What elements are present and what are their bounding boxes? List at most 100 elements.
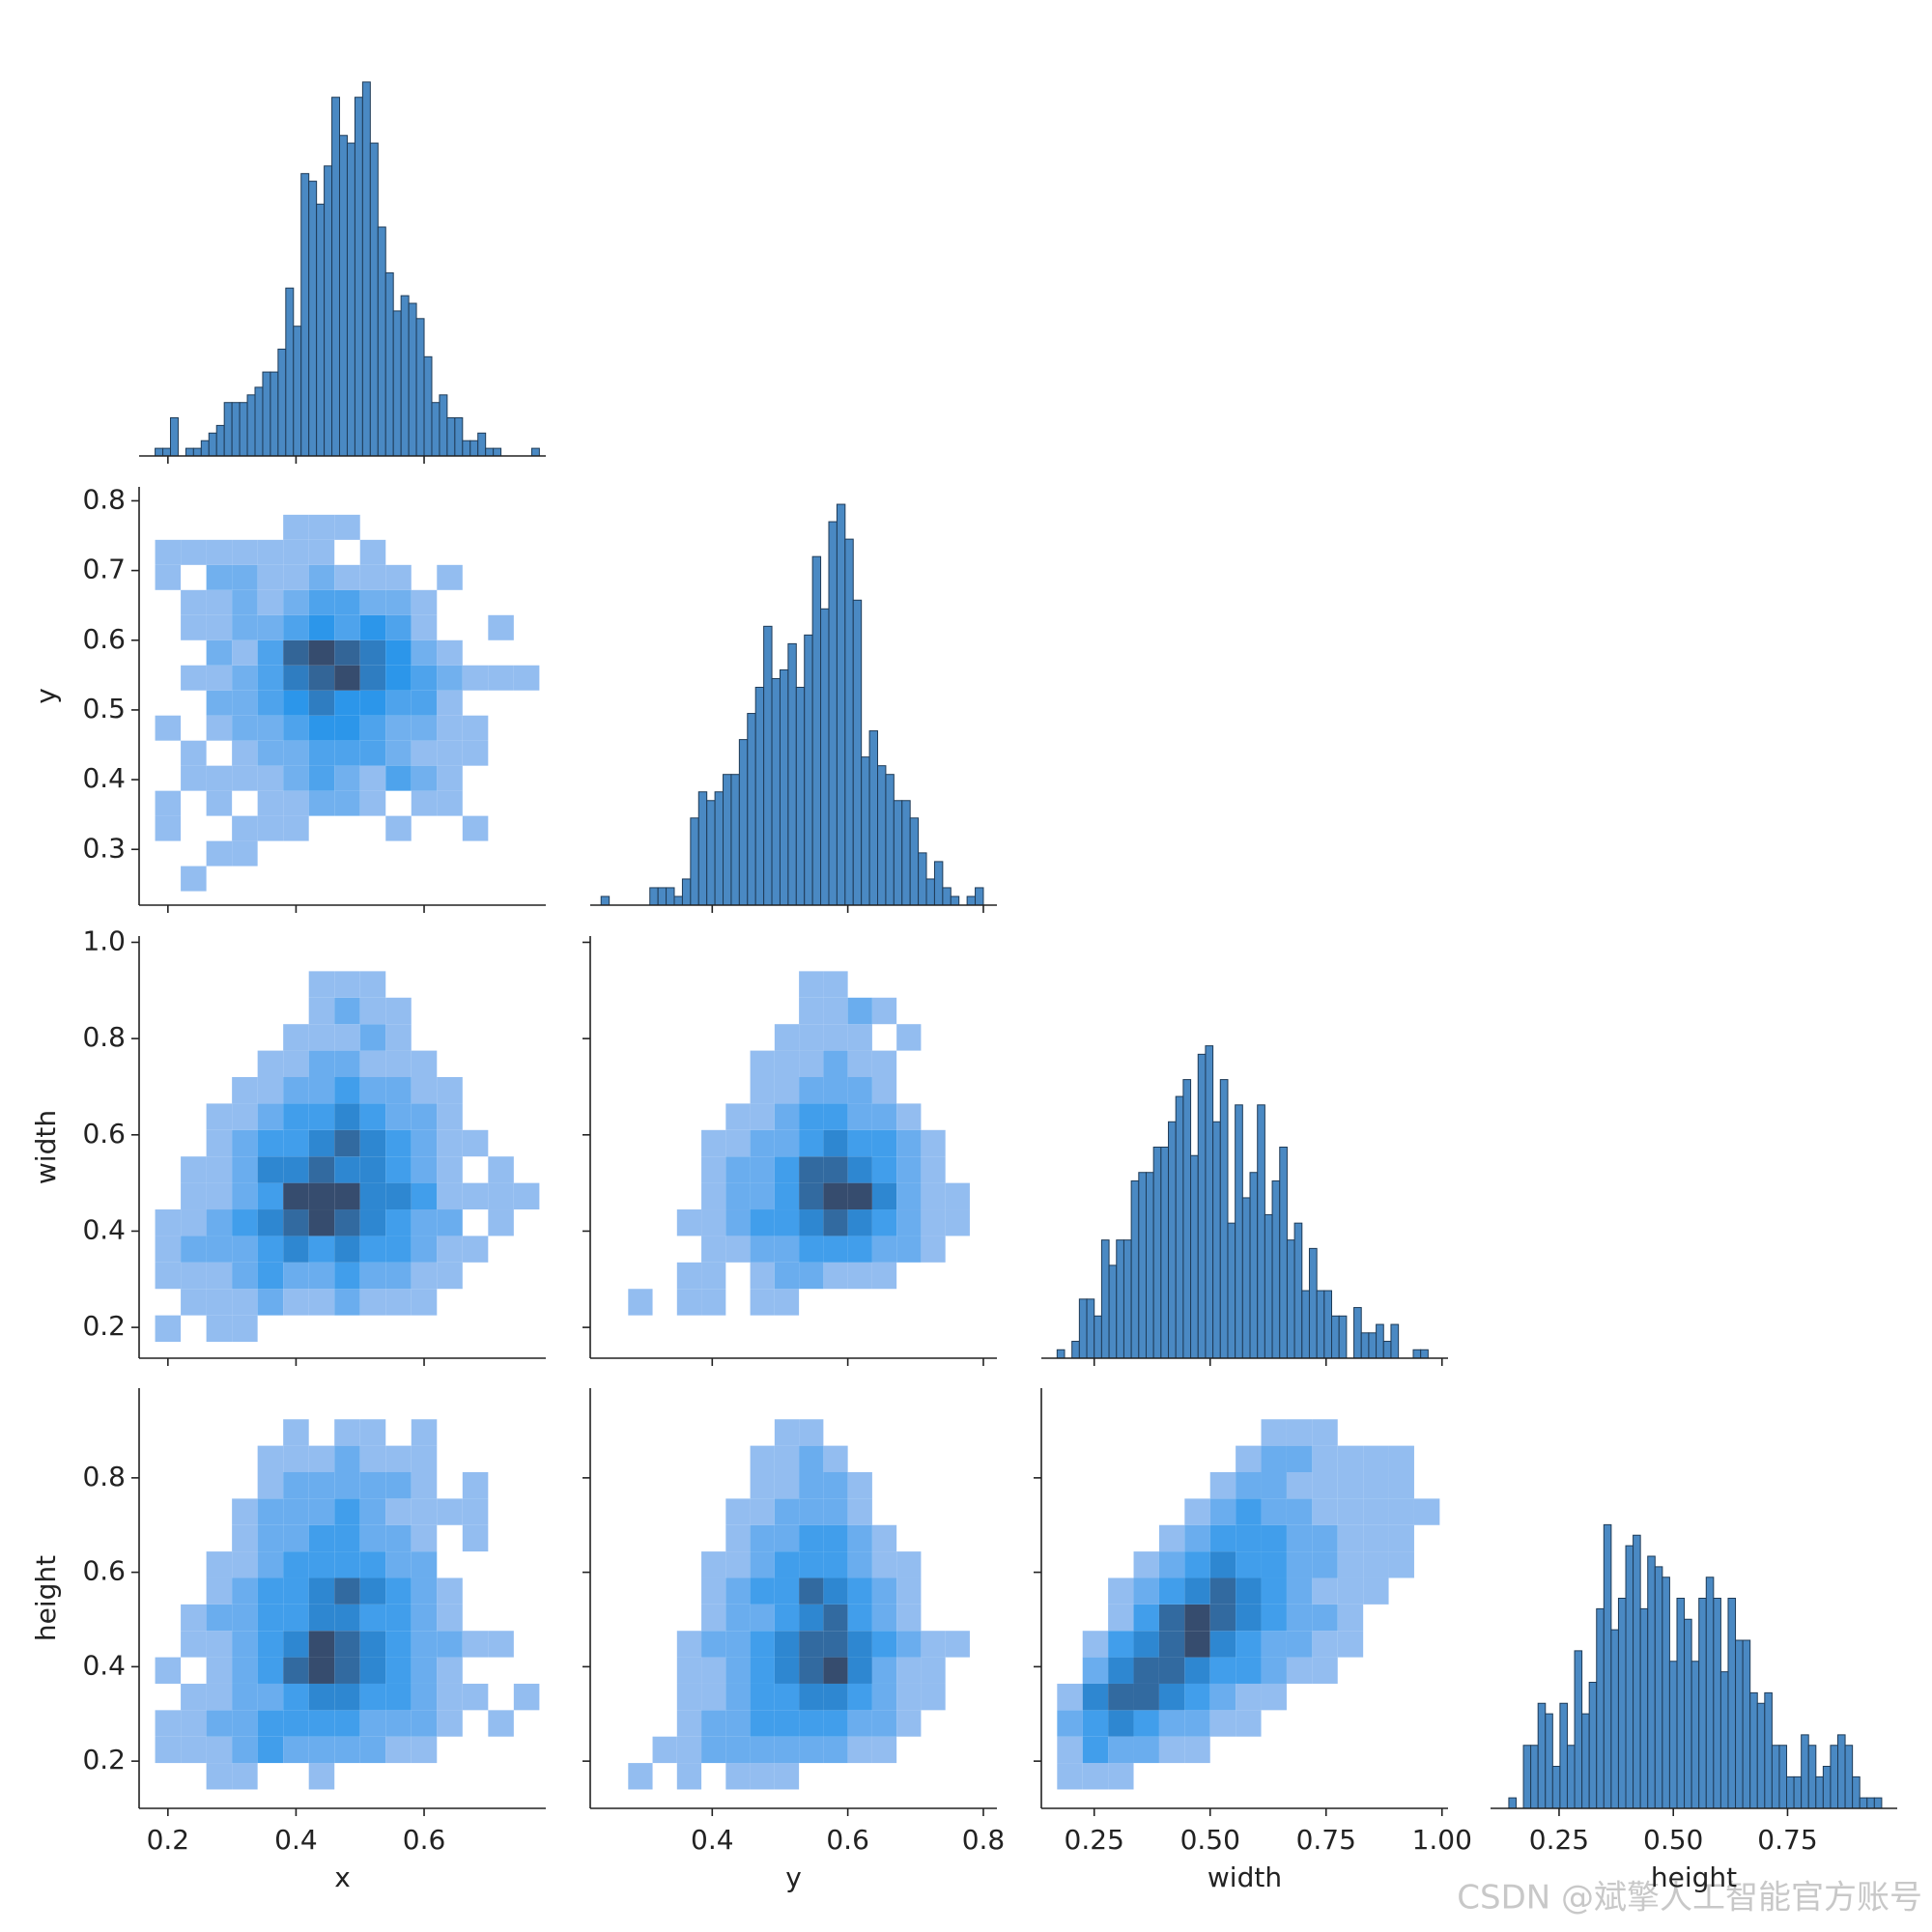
heat-cell (411, 1683, 438, 1711)
heat-cell (751, 971, 775, 997)
heat-cell (181, 691, 207, 716)
heat-cell (774, 1604, 800, 1632)
heat-cell (488, 1316, 514, 1342)
hist-bar (804, 634, 813, 906)
heat-cell (206, 1604, 233, 1632)
heat-cell (308, 1024, 335, 1051)
heat-cell (774, 1498, 800, 1525)
heat-cell (1236, 1524, 1262, 1552)
hist-bar (1625, 1545, 1634, 1809)
heat-cell (207, 998, 233, 1024)
heat-cell (488, 1263, 514, 1289)
heat-cell (411, 1657, 438, 1684)
heat-cell (334, 1289, 360, 1316)
heat-cell (385, 564, 412, 590)
heat-cell (677, 1393, 701, 1419)
heat-cell (206, 1736, 233, 1764)
heat-cell (1210, 1763, 1236, 1789)
heat-cell (725, 1077, 750, 1103)
heat-cell (921, 1446, 945, 1472)
heat-cell (1261, 1683, 1287, 1711)
heat-cell (412, 540, 438, 565)
hist-bar (1353, 1307, 1362, 1359)
heat-cell (257, 1076, 284, 1104)
heat-cell (155, 815, 182, 841)
heat-cell (896, 1604, 922, 1632)
heat-cell (359, 1050, 386, 1077)
heat-cell (653, 1051, 677, 1077)
heat-cell (156, 1551, 182, 1577)
hist-bar (1086, 1298, 1095, 1359)
heat-cell (653, 1525, 677, 1551)
heat-cell (1057, 1683, 1083, 1711)
heat-cell (156, 867, 182, 892)
hist-bar (1331, 1315, 1340, 1359)
heat-cell (207, 1051, 233, 1077)
heat-cell (871, 1182, 897, 1210)
heat-cell (1312, 1419, 1338, 1446)
heat-cell (1082, 1736, 1109, 1764)
heat-cell (823, 1182, 848, 1210)
heat-cell (1184, 1763, 1209, 1789)
heat-cell (411, 1577, 438, 1605)
heat-cell (156, 640, 182, 666)
heat-cell (283, 514, 309, 540)
hist-bar (666, 887, 675, 906)
heat-cell (604, 1631, 628, 1657)
heat-cell (1158, 1710, 1185, 1737)
x-tick-label: 0.50 (1180, 1824, 1240, 1856)
hist-bar (1574, 1650, 1583, 1809)
hist-bar (384, 271, 394, 457)
heat-cell (1236, 1631, 1262, 1658)
heat-cell (750, 1209, 775, 1236)
heat-cell (1236, 1604, 1262, 1632)
heat-cell (309, 1393, 335, 1419)
heat-cell (604, 1446, 628, 1472)
heat-cell (359, 539, 386, 565)
heat-cell (653, 1103, 677, 1129)
hist-bar (1382, 1341, 1392, 1359)
heat-cell (823, 1419, 847, 1445)
heat-cell (257, 539, 284, 565)
heat-cell (514, 1658, 540, 1684)
heat-cell (334, 971, 360, 998)
heat-cell (488, 515, 514, 540)
heat-cell (156, 998, 182, 1024)
heat-cell (1414, 1419, 1439, 1445)
heat-cell (411, 1182, 438, 1210)
heat-cell (799, 1631, 824, 1658)
heat-cell (334, 1763, 360, 1789)
heat-cell (604, 971, 628, 997)
heat-cell (359, 1262, 386, 1290)
heat-cell (1083, 1605, 1108, 1631)
heat-cell (283, 815, 309, 841)
heat-cell (514, 1577, 540, 1604)
heat-cell (847, 1736, 872, 1764)
heat-cell (1261, 1551, 1287, 1578)
heat-cell (232, 1683, 258, 1711)
heat-cell (206, 539, 233, 565)
heat-cell (946, 1577, 970, 1604)
heat-cell (1108, 1736, 1134, 1764)
heat-cell (871, 1736, 897, 1764)
heat-cell (1287, 1710, 1312, 1736)
heat-cell (1312, 1763, 1337, 1789)
hist-bar (657, 887, 668, 906)
heat-cell (385, 841, 412, 867)
heat-cell (334, 1156, 360, 1183)
heat-cell (823, 1262, 848, 1290)
heat-cell (463, 565, 489, 590)
heat-cell (206, 1209, 233, 1236)
hist-bar (346, 142, 355, 457)
heat-cell (437, 1604, 463, 1632)
hist-bar (446, 417, 456, 457)
heat-cell (1158, 1683, 1185, 1711)
heat-cell (463, 540, 489, 565)
heat-cell (871, 1683, 897, 1711)
heat-cell (257, 765, 284, 791)
heat-cell (513, 665, 540, 691)
heat-cell (463, 1103, 489, 1129)
heat-cell (896, 998, 921, 1024)
heat-cell (847, 1498, 872, 1525)
heat-cell (309, 841, 335, 867)
